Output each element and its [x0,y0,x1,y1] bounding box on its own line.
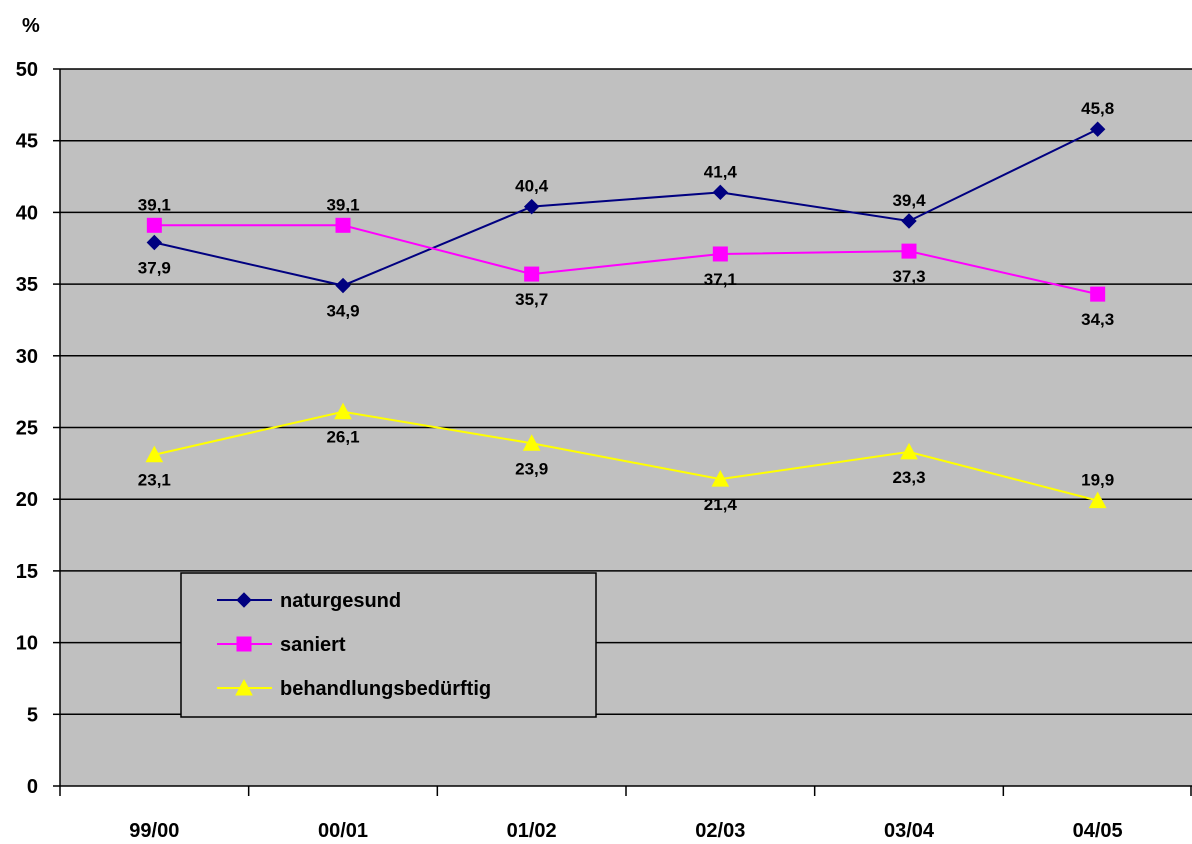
axes: 0 5 10 15 20 25 30 35 40 45 50 99/00 00/01 01/02 02/03… [16,59,1192,842]
data-label: 37,9 [138,259,171,278]
y-tick-label: 0 [27,776,38,798]
y-tick-label: 40 [16,202,38,224]
data-labels: 37,9 34,9 40,4 41,4 39,4 45,8 39,1 39,1 35,7 37,1… [138,99,1114,514]
series-group [145,121,1107,509]
data-point [334,402,352,420]
data-point [712,184,729,201]
x-tick-label: 01/02 [507,820,557,842]
data-point [900,442,918,460]
series-line-2 [154,224,1098,296]
data-label: 21,4 [704,495,738,514]
data-label: 34,3 [1081,310,1114,329]
data-point [146,234,163,251]
data-point [712,246,728,262]
y-tick-label: 50 [16,59,38,81]
data-point [1088,491,1107,509]
data-label: 41,4 [704,162,738,181]
data-label: 37,1 [704,270,737,289]
legend-label: behandlungsbedürftig [280,678,491,700]
data-label: 39,1 [326,195,359,214]
data-point [524,266,540,282]
data-label: 23,3 [892,468,925,487]
x-tick-label: 00/01 [318,820,368,842]
data-label: 19,9 [1081,471,1114,490]
data-point [1089,121,1106,137]
y-tick-label: 45 [16,131,38,153]
series-line-1 [154,128,1099,287]
y-tick-label: 20 [16,489,38,511]
data-point [335,277,351,294]
data-point [523,198,540,215]
y-tick-label: 5 [27,704,38,726]
data-label: 23,9 [515,459,548,478]
x-tick-label: 04/05 [1073,820,1123,842]
data-label: 39,1 [138,195,171,214]
y-tick-label: 35 [16,274,38,296]
series-line-3 [154,410,1098,502]
legend: naturgesund saniert behandlungsbedürftig [180,572,597,718]
legend-label: naturgesund [280,590,401,612]
data-point [522,434,541,451]
gridlines [60,68,1192,716]
data-point [901,243,917,259]
y-tick-label: 15 [16,561,38,583]
y-tick-label: 30 [16,346,38,368]
y-tick-label: 25 [16,418,38,440]
x-tick-label: 03/04 [884,820,935,842]
data-point [1090,286,1106,302]
legend-label: saniert [280,634,346,656]
data-point [711,470,730,487]
data-point [146,217,162,233]
data-point [335,217,351,233]
data-label: 34,9 [326,302,359,321]
data-label: 39,4 [892,191,926,210]
data-label: 35,7 [515,290,548,309]
x-tick-label: 99/00 [129,820,179,842]
data-label: 45,8 [1081,99,1114,118]
data-label: 23,1 [138,471,171,490]
legend-marker-triangle-icon [235,678,253,696]
data-label: 26,1 [326,428,359,447]
legend-marker-diamond-icon [236,592,252,608]
x-tick-label: 02/03 [695,820,745,842]
data-point [901,213,917,229]
legend-marker-square-icon [236,636,252,652]
data-label: 37,3 [892,267,925,286]
y-axis-unit-label: % [22,15,40,37]
data-label: 40,4 [515,177,549,196]
data-point [145,445,164,463]
y-tick-label: 10 [16,633,38,655]
